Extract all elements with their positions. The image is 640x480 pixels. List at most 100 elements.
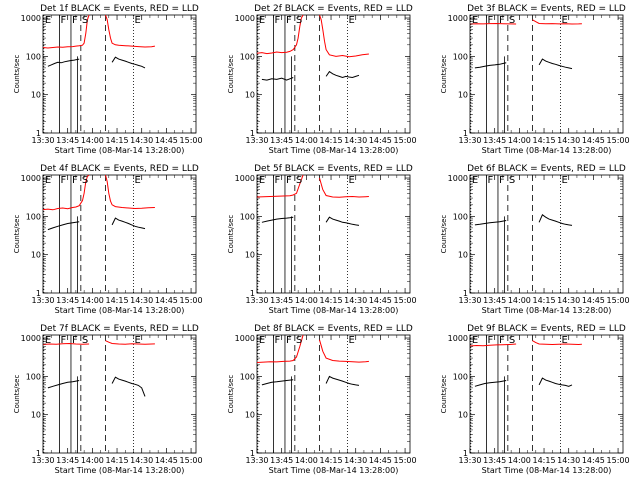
x-tick-label: 13:30 [245, 456, 268, 465]
marker-label: F [487, 175, 493, 186]
marker-label: E [348, 175, 354, 186]
y-axis-label: Counts/sec [227, 55, 235, 94]
events-series-line [538, 377, 573, 387]
events-series-line [325, 375, 360, 386]
x-tick-label: 14:15 [320, 456, 343, 465]
y-axis-label: Counts/sec [440, 55, 448, 94]
panel-title: Det 2f BLACK = Events, RED = LLD [254, 4, 413, 14]
plot-frame [469, 14, 624, 134]
lld-series-line [257, 15, 304, 55]
x-tick-label: 14:15 [106, 296, 129, 305]
y-tick-label: 1000 [21, 14, 41, 23]
y-axis-label: Counts/sec [440, 215, 448, 254]
x-tick-label: 13:45 [270, 136, 293, 145]
y-axis-label: Counts/sec [227, 215, 235, 254]
x-tick-label: 15:00 [607, 296, 630, 305]
y-axis-label: Counts/sec [440, 375, 448, 414]
panel: Det 3f BLACK = Events, RED = LLD 1 10 100 10… [440, 4, 630, 155]
marker-label: E [134, 15, 140, 26]
panel-title: Det 1f BLACK = Events, RED = LLD [40, 4, 199, 14]
panel: Det 5f BLACK = Events, RED = LLD 1 10 100 10… [227, 164, 417, 315]
x-tick-label: 15:00 [180, 136, 203, 145]
x-tick-label: 14:45 [369, 136, 392, 145]
panel: Det 7f BLACK = Events, RED = LLD 1 10 100 10… [13, 324, 203, 475]
marker-label: F [286, 335, 292, 346]
y-tick-label: 10 [31, 411, 41, 420]
y-tick-label: 10 [458, 251, 468, 260]
x-tick-label: 14:45 [582, 136, 605, 145]
marker-label: E [259, 335, 265, 346]
events-series-line [111, 376, 146, 397]
plot-frame [469, 334, 624, 454]
marker-label: F [286, 15, 292, 26]
panel-title: Det 7f BLACK = Events, RED = LLD [40, 324, 199, 334]
marker-label: E [348, 335, 354, 346]
x-tick-label: 14:15 [320, 136, 343, 145]
y-tick-label: 100 [453, 372, 468, 381]
x-tick-label: 13:45 [270, 456, 293, 465]
y-tick-label: 100 [240, 52, 255, 61]
marker-label: F [286, 175, 292, 186]
y-tick-label: 10 [245, 91, 255, 100]
plot-area [470, 15, 582, 133]
plot-area [257, 15, 369, 133]
x-tick-label: 14:00 [508, 136, 531, 145]
lld-series-line [319, 15, 369, 58]
marker-label: F [60, 15, 66, 26]
lld-series-line [532, 19, 582, 25]
x-tick-label: 14:00 [81, 456, 104, 465]
panel: Det 9f BLACK = Events, RED = LLD 1 10 100 10… [440, 324, 630, 475]
x-tick-label: 14:15 [533, 296, 556, 305]
events-series-line [47, 221, 80, 231]
plot-area [257, 175, 369, 293]
marker-label: S [82, 335, 88, 346]
x-tick-label: 13:30 [245, 296, 268, 305]
panel-title: Det 5f BLACK = Events, RED = LLD [254, 164, 413, 174]
y-tick-label: 10 [458, 411, 468, 420]
x-tick-label: 15:00 [607, 456, 630, 465]
y-tick-label: 10 [458, 91, 468, 100]
marker-label: F [72, 175, 78, 186]
x-axis-label: Start Time (08-Mar-14 13:28:00) [269, 306, 399, 315]
x-tick-label: 14:45 [369, 296, 392, 305]
y-tick-label: 1 [36, 449, 41, 458]
marker-label: E [259, 15, 265, 26]
x-tick-label: 15:00 [180, 296, 203, 305]
lld-series-line [105, 15, 156, 48]
events-series-line [474, 220, 507, 226]
lld-series-line [319, 177, 369, 198]
x-tick-label: 13:30 [458, 456, 481, 465]
x-axis-label: Start Time (08-Mar-14 13:28:00) [482, 466, 612, 475]
x-tick-label: 14:00 [508, 296, 531, 305]
marker-label: F [60, 335, 66, 346]
plot-frame [42, 334, 197, 454]
y-tick-label: 1000 [448, 174, 468, 183]
y-tick-label: 100 [453, 52, 468, 61]
marker-label: F [274, 15, 280, 26]
x-tick-label: 14:30 [344, 456, 367, 465]
plot-frame [256, 14, 411, 134]
plot-area [43, 15, 156, 133]
y-tick-label: 1 [463, 129, 468, 138]
lld-series-line [43, 342, 90, 345]
x-tick-label: 14:30 [130, 456, 153, 465]
x-tick-label: 14:45 [582, 296, 605, 305]
x-tick-label: 14:45 [155, 296, 178, 305]
x-tick-label: 15:00 [394, 456, 417, 465]
plot-frame [256, 334, 411, 454]
marker-label: F [60, 175, 66, 186]
x-tick-label: 14:30 [557, 296, 580, 305]
y-tick-label: 1 [250, 289, 255, 298]
x-tick-label: 13:45 [56, 136, 79, 145]
lld-series-line [105, 175, 155, 210]
y-tick-label: 100 [26, 52, 41, 61]
x-tick-label: 14:45 [369, 456, 392, 465]
x-tick-label: 14:00 [508, 456, 531, 465]
y-tick-label: 100 [26, 212, 41, 221]
events-series-line [538, 58, 573, 70]
events-series-line [261, 216, 294, 223]
marker-label: S [509, 335, 515, 346]
panel: Det 1f BLACK = Events, RED = LLD 1 10 100 10… [13, 4, 203, 155]
x-tick-label: 14:00 [295, 296, 318, 305]
y-tick-label: 10 [245, 251, 255, 260]
